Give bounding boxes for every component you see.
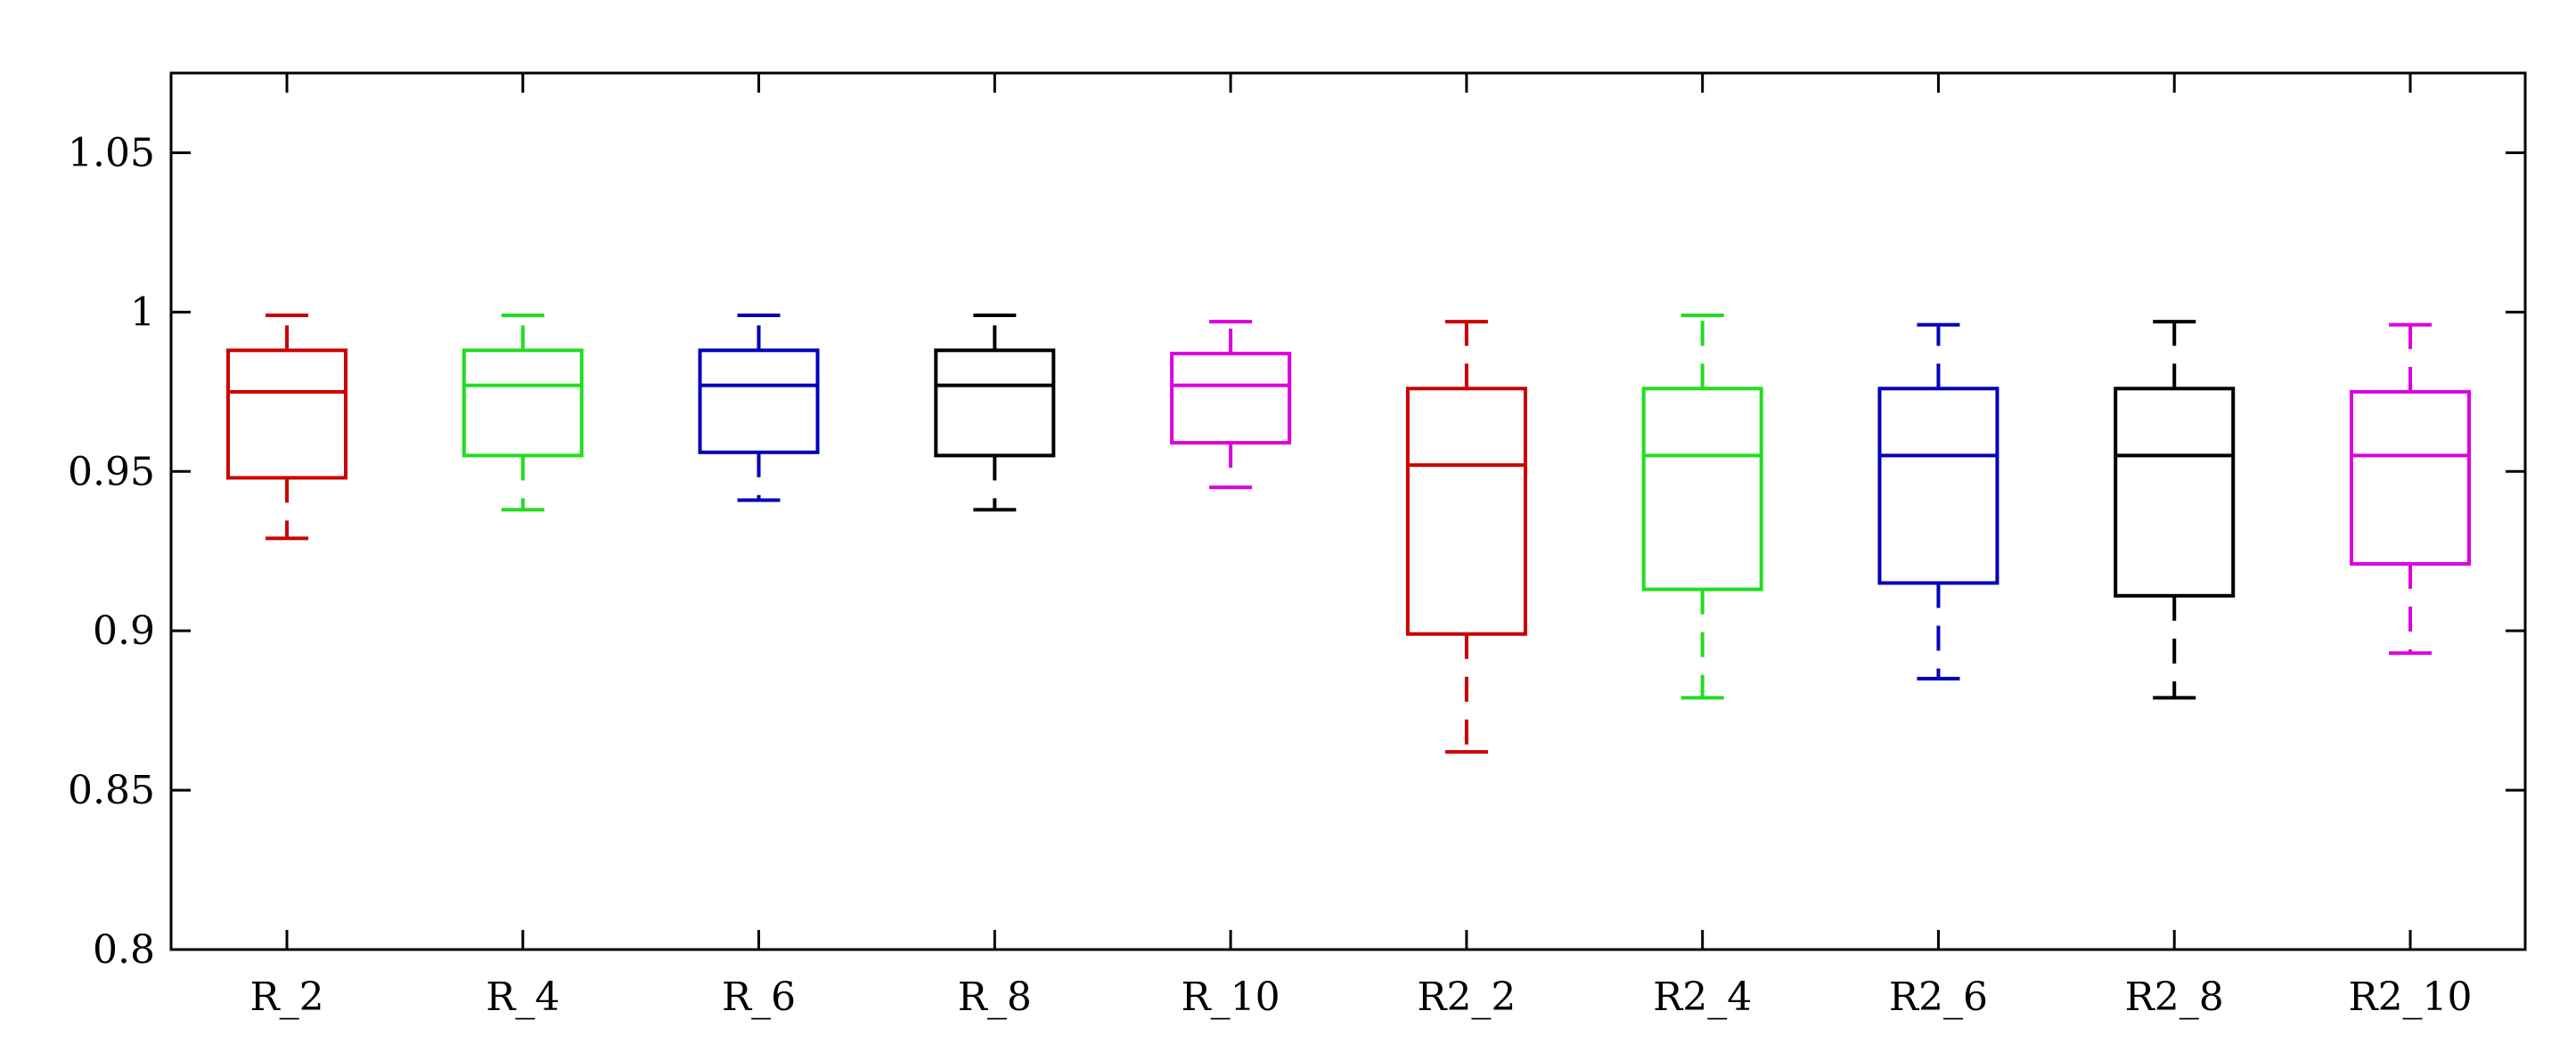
box-r2-8 [2114,320,2236,700]
box-r-4 [462,313,584,512]
box-body [462,348,584,458]
x-tick-label: R2_10 [2348,974,2472,1020]
y-axis: 0.8 0.85 0.9 0.95 1 1.05 [68,130,2525,973]
box-r2-6 [1877,322,1999,681]
box-r-2 [226,313,348,541]
y-tick-label: 0.8 [93,927,155,973]
x-tick-label: R_4 [486,974,560,1020]
y-tick-label: 0.85 [68,768,155,813]
box-body [226,348,348,480]
box-r2-4 [1641,313,1763,700]
x-tick-label: R2_6 [1889,974,1988,1020]
box-body [2114,387,2236,598]
x-axis: R_2 R_4 R_6 R_8 R_10 R2_2 R2_4 R2_6 R2_8 R2_10 [249,73,2473,1020]
y-tick-label: 0.9 [93,608,155,654]
x-tick-label: R_8 [958,974,1032,1020]
y-tick-label: 1 [130,289,155,335]
box-body [934,348,1056,458]
x-tick-label: R2_2 [1417,974,1516,1020]
x-tick-label: R_10 [1182,974,1280,1020]
x-tick-label: R_6 [722,974,796,1020]
box-body [2350,389,2471,567]
x-tick-label: R_2 [249,974,323,1020]
box-series [226,313,2471,754]
box-body [1170,351,1292,445]
box-r-6 [698,313,820,502]
box-body [1641,387,1763,591]
y-tick-label: 1.05 [68,130,155,175]
box-r2-10 [2350,322,2471,656]
box-r-10 [1170,320,1292,490]
box-body [1405,387,1527,636]
box-body [1877,387,1999,585]
box-r-8 [934,313,1056,512]
box-body [698,348,820,454]
x-tick-label: R2_8 [2125,974,2224,1020]
box-r2-2 [1405,320,1527,754]
x-tick-label: R2_4 [1653,974,1752,1020]
y-tick-label: 0.95 [68,449,155,494]
plot-area-frame [169,71,2527,951]
